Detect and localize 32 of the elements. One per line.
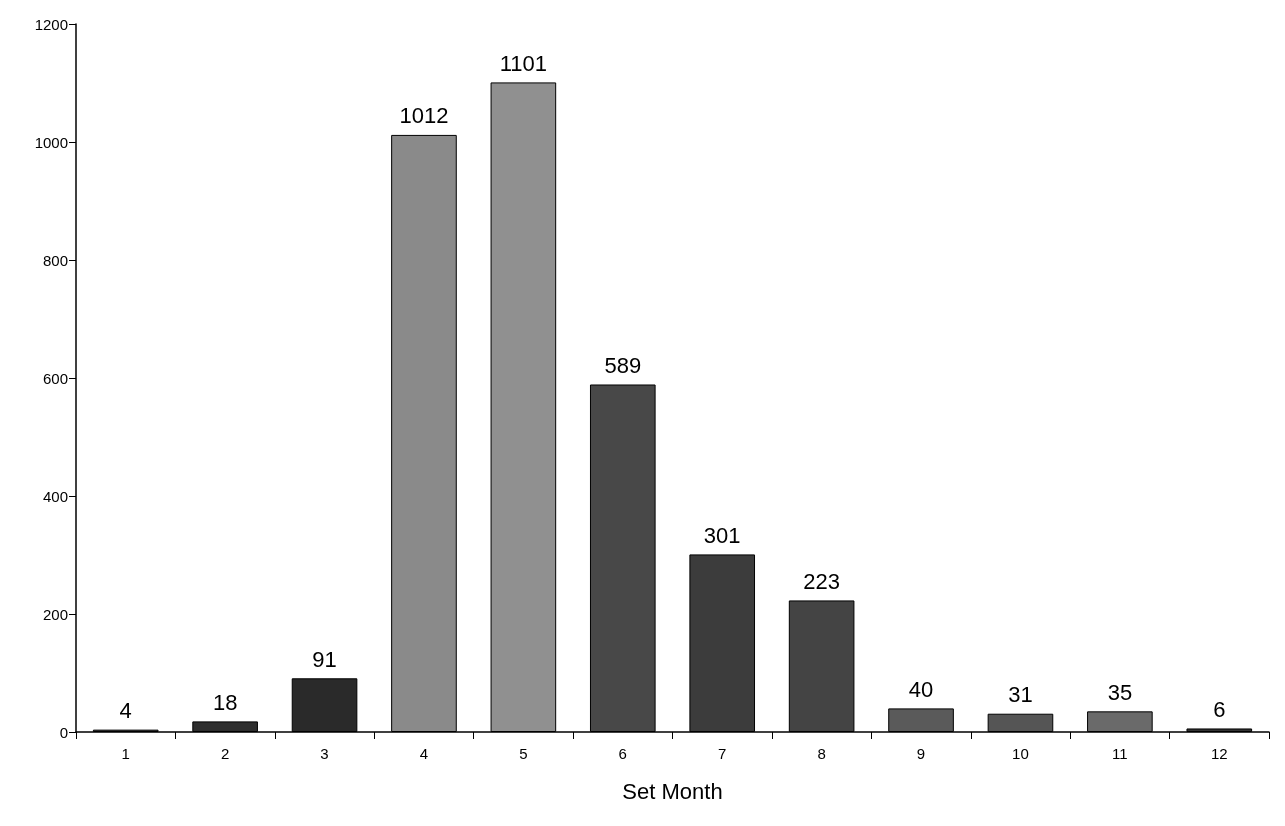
- y-tick-label: 0: [59, 723, 68, 741]
- x-tick-label: 4: [419, 745, 429, 762]
- y-tick-label: 600: [42, 369, 68, 387]
- y-tick-label: 400: [42, 487, 68, 505]
- data-label: 35: [1107, 679, 1133, 705]
- x-tick-label: 7: [718, 745, 727, 762]
- x-tick-label: 9: [916, 745, 926, 762]
- y-tick-label: 200: [42, 605, 68, 623]
- x-tick-label: 5: [519, 745, 528, 762]
- y-tick-label: 1000: [34, 133, 68, 151]
- x-tick-label: 12: [1210, 745, 1228, 762]
- data-label: 301: [703, 522, 741, 548]
- data-label: 18: [212, 689, 238, 715]
- x-tick-label: 2: [220, 745, 230, 762]
- data-label: 31: [1008, 682, 1033, 708]
- data-label: 589: [604, 352, 642, 378]
- data-label: 223: [803, 568, 840, 594]
- x-tick-label: 6: [618, 745, 627, 762]
- x-tick-label: 11: [1112, 745, 1128, 762]
- data-label: 40: [908, 676, 934, 702]
- data-label: 1101: [499, 50, 548, 76]
- data-label: 91: [312, 646, 337, 672]
- y-tick-label: 1200: [34, 15, 68, 33]
- data-label: 4: [119, 698, 132, 724]
- data-label: 1012: [399, 103, 449, 129]
- x-tick-label: 10: [1012, 745, 1029, 762]
- x-tick-label: 8: [817, 745, 826, 762]
- x-axis-title: Set Month: [622, 778, 723, 804]
- x-tick-label: 1: [121, 745, 130, 762]
- data-label: 6: [1213, 696, 1226, 722]
- y-tick-label: 800: [42, 251, 68, 269]
- x-tick-label: 3: [320, 745, 329, 762]
